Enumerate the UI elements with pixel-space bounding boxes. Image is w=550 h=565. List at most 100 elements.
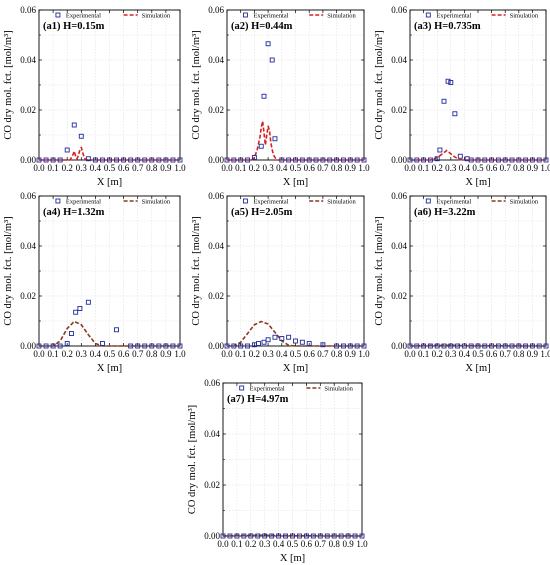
- y-tick-label: 0.04: [391, 55, 407, 65]
- experimental-point: [414, 157, 420, 163]
- experimental-point: [286, 334, 292, 340]
- experimental-point: [177, 343, 183, 349]
- experimental-point: [92, 157, 98, 163]
- x-tick-label: 0.5: [290, 163, 302, 173]
- simulation-line: [39, 146, 180, 161]
- panel-label: (a7) H=4.97m: [227, 394, 289, 405]
- x-tick-label: 0.4: [276, 163, 288, 173]
- experimental-point: [163, 343, 169, 349]
- x-tick-label: 0.5: [104, 163, 116, 173]
- experimental-point: [149, 343, 155, 349]
- experimental-point: [489, 343, 495, 349]
- experimental-point: [297, 533, 302, 539]
- experimental-point: [156, 157, 162, 163]
- y-tick-label: 0.00: [20, 341, 36, 351]
- chart-panel-3: 0.0 0.1 0.2 0.3 0.4 0.5 0.6 0.7 0.8 0.9 1.0 0.00 0.0…: [374, 5, 550, 188]
- x-tick-label: 0.6: [486, 349, 498, 359]
- experimental-point: [262, 533, 268, 539]
- x-tick-label: 0.8: [513, 349, 525, 359]
- x-tick-label: 0.9: [160, 163, 172, 173]
- panel-label: (a5) H=2.05m: [231, 207, 293, 218]
- experimental-point: [114, 327, 120, 333]
- legend-label-simulation: Simulation: [324, 385, 353, 392]
- x-tick-label: 0.3: [259, 539, 271, 549]
- legend: Experimental Simulation: [242, 12, 356, 19]
- experimental-point: [414, 343, 420, 349]
- x-tick-label: 0.0: [217, 539, 229, 549]
- experimental-point: [163, 157, 169, 163]
- experimental-point: [220, 533, 226, 539]
- simulation-line: [410, 149, 546, 161]
- x-tick-label: 0.2: [245, 539, 256, 549]
- legend-label-simulation: Simulation: [510, 198, 539, 205]
- x-tick-label: 0.1: [235, 163, 246, 173]
- experimental-point: [286, 157, 292, 163]
- simulation-line: [39, 320, 180, 347]
- y-tick-label: 0.02: [208, 291, 224, 301]
- legend: Experimental Simulation: [425, 12, 539, 19]
- x-tick-label: 1.0: [174, 163, 186, 173]
- experimental-point: [448, 343, 454, 349]
- experimental-point: [529, 157, 535, 163]
- experimental-point: [427, 157, 433, 163]
- experimental-point: [269, 533, 275, 539]
- experimental-point: [347, 343, 353, 349]
- experimental-point: [78, 133, 84, 139]
- experimental-point: [85, 156, 91, 162]
- legend-label-experimental: Experimental: [436, 198, 471, 205]
- experimental-point: [529, 343, 535, 349]
- y-tick-label: 0.04: [208, 55, 224, 65]
- x-tick-label: 0.1: [47, 349, 58, 359]
- x-tick-label: 0.8: [513, 163, 525, 173]
- legend-label-simulation: Simulation: [142, 198, 171, 205]
- x-tick-label: 0.4: [459, 349, 471, 359]
- panel-label: (a6) H=3.22m: [414, 207, 476, 218]
- experimental-point: [468, 157, 474, 163]
- x-tick-label: 0.6: [118, 349, 130, 359]
- x-tick-label: 0.7: [132, 349, 144, 359]
- x-tick-label: 0.8: [331, 349, 343, 359]
- experimental-point: [310, 533, 316, 539]
- x-tick-label: 0.2: [432, 349, 443, 359]
- legend-marker-experimental: [242, 198, 248, 204]
- experimental-point: [441, 343, 447, 349]
- experimental-point: [128, 343, 134, 349]
- x-axis-title: X [m]: [97, 363, 122, 374]
- panel-label: (a2) H=0.44m: [231, 21, 293, 32]
- legend: Experimental Simulation: [242, 198, 356, 205]
- experimental-point: [334, 343, 340, 349]
- experimental-point: [272, 334, 278, 340]
- experimental-point: [43, 343, 49, 349]
- x-tick-label: 0.4: [90, 349, 102, 359]
- experimental-point: [128, 157, 134, 163]
- y-tick-label: 0.02: [208, 105, 224, 115]
- experimental-point: [251, 155, 257, 160]
- x-tick-label: 0.9: [527, 163, 539, 173]
- y-tick-label: 0.06: [208, 191, 224, 201]
- y-tick-label: 0.00: [391, 155, 407, 165]
- experimental-point: [303, 533, 309, 539]
- x-tick-label: 0.6: [304, 163, 316, 173]
- experimental-point: [347, 157, 353, 163]
- experimental-point: [293, 157, 298, 163]
- x-axis-title: X [m]: [280, 553, 305, 564]
- experimental-point: [489, 157, 495, 163]
- y-tick-label: 0.02: [20, 105, 36, 115]
- experimental-point: [509, 157, 515, 163]
- experimental-point: [170, 343, 176, 349]
- experimental-point: [502, 343, 508, 349]
- experimental-point: [238, 343, 244, 349]
- x-axis-title: X [m]: [465, 177, 490, 188]
- experimental-point: [354, 157, 360, 163]
- experimental-point: [248, 533, 254, 539]
- experimental-point: [265, 41, 271, 47]
- x-tick-label: 0.1: [47, 163, 58, 173]
- experimental-point: [354, 343, 360, 349]
- y-tick-label: 0.02: [204, 480, 220, 490]
- y-tick-label: 0.02: [391, 105, 407, 115]
- x-tick-label: 0.8: [146, 163, 158, 173]
- x-tick-label: 0.6: [301, 539, 313, 549]
- experimental-point: [345, 533, 351, 539]
- y-axis-title: CO dry mol. fct. [mol/m³]: [191, 216, 202, 325]
- y-tick-label: 0.00: [204, 531, 220, 541]
